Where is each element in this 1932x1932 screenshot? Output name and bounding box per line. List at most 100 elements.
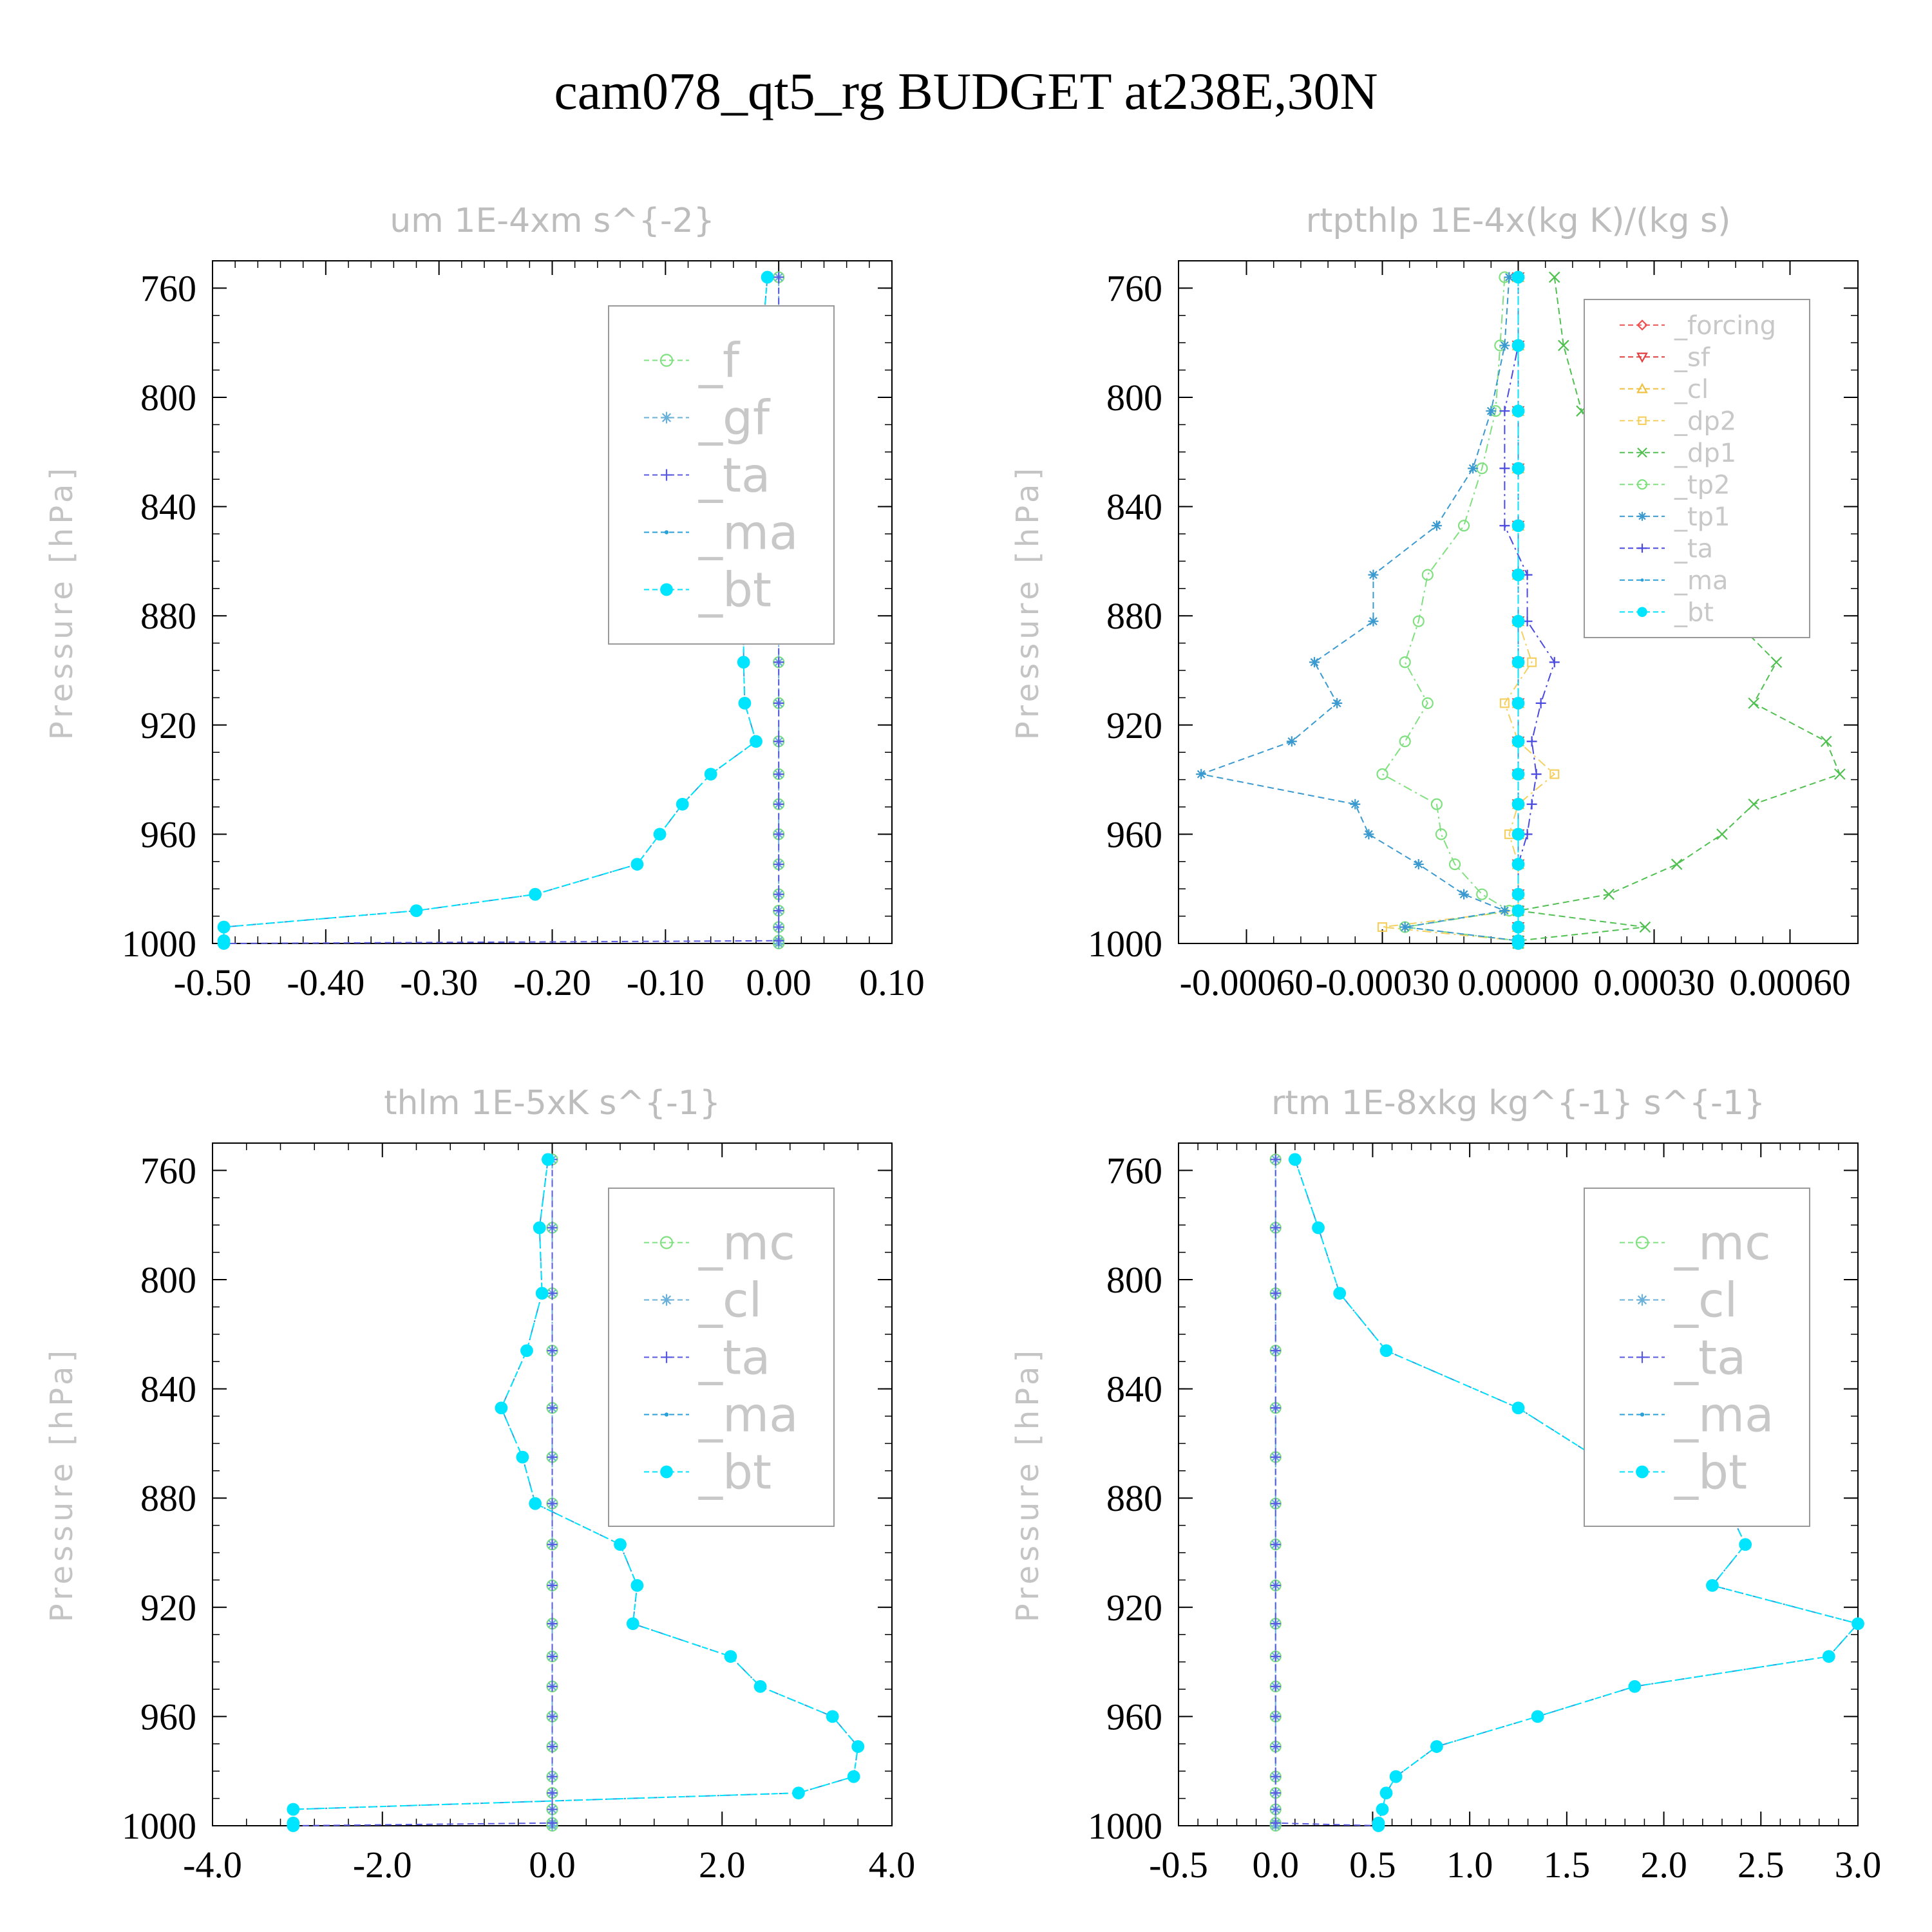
data-point-tp2	[1376, 768, 1388, 781]
data-point-dp1	[1820, 735, 1832, 748]
data-point-bt	[826, 1710, 839, 1723]
legend-marker	[1640, 1412, 1645, 1417]
y-tick-label: 920	[140, 705, 196, 746]
x-tick-label: 0.00030	[1593, 961, 1715, 1003]
legend-label: _ta	[1674, 534, 1713, 564]
x-tick-label: 0.00	[746, 961, 811, 1003]
data-point-ta	[773, 859, 784, 870]
legend-marker	[1640, 578, 1644, 582]
x-tick-label: 2.0	[1640, 1844, 1687, 1886]
legend: _mc_cl_ta_ma_bt	[608, 1188, 835, 1527]
data-point-bt	[1511, 462, 1525, 475]
plot-area	[287, 1153, 865, 1832]
legend-label: _ma	[1674, 566, 1728, 596]
data-point-bt	[1379, 1786, 1393, 1800]
data-point-ta	[547, 1288, 558, 1299]
data-point-ta	[1270, 1711, 1281, 1722]
legend-marker	[1638, 544, 1647, 553]
data-point-ta	[773, 905, 784, 916]
legend-marker	[664, 1412, 669, 1417]
legend-label: _tp2	[1674, 470, 1730, 500]
data-point-dp1	[1603, 888, 1615, 900]
data-point-ta	[1270, 1651, 1281, 1662]
plot-area	[1196, 270, 1846, 951]
data-point-tp1	[1286, 736, 1297, 747]
x-tick-label: 1.5	[1544, 1844, 1591, 1886]
y-tick-label: 1000	[1088, 923, 1162, 965]
y-tick-label: 960	[140, 1696, 196, 1738]
data-point-bt	[738, 696, 752, 710]
data-point-tp2	[1399, 735, 1411, 748]
data-point-bt	[529, 1497, 542, 1510]
data-point-bt	[750, 735, 762, 748]
data-point-ta	[773, 272, 784, 283]
y-axis-label: Pressure [hPa]	[44, 464, 80, 740]
y-tick-label: 1000	[122, 1805, 196, 1847]
y-tick-label: 760	[140, 1150, 196, 1191]
x-tick-label: 3.0	[1835, 1844, 1882, 1886]
x-tick-label: 0.0	[529, 1844, 576, 1886]
data-point-bt	[1706, 1578, 1719, 1592]
data-point-bt	[761, 270, 774, 284]
data-point-tp2	[1430, 798, 1443, 810]
series-line-ta	[1504, 277, 1555, 943]
x-tick-label: -0.00060	[1180, 961, 1314, 1003]
data-point-bt	[1531, 1710, 1544, 1723]
data-point-bt	[1511, 887, 1525, 901]
y-tick-label: 880	[140, 1477, 196, 1519]
y-tick-label: 800	[140, 1259, 196, 1301]
data-point-bt	[287, 1819, 300, 1832]
data-point-ta	[1270, 1345, 1281, 1356]
data-point-tp2	[1421, 697, 1434, 709]
data-point-ta	[547, 1681, 558, 1692]
data-point-bt	[217, 920, 231, 934]
y-tick-label: 1000	[122, 923, 196, 965]
data-point-ta	[1270, 1681, 1281, 1692]
data-point-bt	[1511, 339, 1525, 352]
data-point-ta	[1531, 769, 1542, 780]
y-tick-label: 960	[1106, 813, 1162, 855]
data-point-ta	[773, 829, 784, 840]
data-point-dp2	[1499, 698, 1510, 708]
data-point-ta	[1270, 1804, 1281, 1815]
data-point-ta	[547, 1452, 558, 1463]
data-point-bt	[1852, 1617, 1864, 1631]
data-point-tp1	[1332, 697, 1343, 708]
data-point-tp1	[1350, 799, 1361, 810]
data-point-ta	[773, 889, 784, 900]
legend-marker	[659, 354, 674, 367]
y-tick-label: 840	[1106, 1368, 1162, 1410]
data-point-bt	[287, 1803, 300, 1816]
x-tick-label: 0.10	[859, 961, 925, 1003]
x-tick-label: 2.0	[699, 1844, 746, 1886]
data-point-tp2	[1457, 520, 1470, 532]
series-line-tp2	[1381, 277, 1519, 943]
data-point-bt	[1511, 270, 1525, 284]
data-point-bt	[1379, 1344, 1393, 1358]
data-point-tp2	[1421, 569, 1434, 581]
data-point-tp2	[1448, 858, 1461, 871]
data-point-dp1	[1548, 271, 1560, 283]
data-point-bt	[1511, 920, 1525, 934]
panel-title: rtpthlp 1E-4x(kg K)/(kg s)	[1306, 202, 1731, 240]
legend-label: _dp2	[1674, 406, 1736, 436]
data-point-bt	[1511, 937, 1525, 950]
data-point-ta	[1270, 1741, 1281, 1752]
data-point-bt	[542, 1153, 554, 1166]
x-tick-label: 4.0	[869, 1844, 916, 1886]
x-tick-label: -0.30	[400, 961, 478, 1003]
x-tick-label: -4.0	[183, 1844, 242, 1886]
data-point-bt	[529, 887, 542, 901]
data-point-ta	[547, 1539, 558, 1550]
y-tick-label: 880	[1106, 1477, 1162, 1519]
data-point-bt	[1511, 797, 1525, 811]
data-point-bt	[1511, 696, 1525, 710]
legend-marker	[1638, 511, 1647, 521]
y-tick-label: 840	[140, 1368, 196, 1410]
data-point-ta	[547, 1771, 558, 1782]
x-tick-label: 2.5	[1738, 1844, 1785, 1886]
data-point-ta	[547, 1804, 558, 1815]
data-point-bt	[630, 858, 644, 871]
legend-label: _f	[698, 333, 741, 388]
legend-label: _bt	[698, 1444, 772, 1500]
